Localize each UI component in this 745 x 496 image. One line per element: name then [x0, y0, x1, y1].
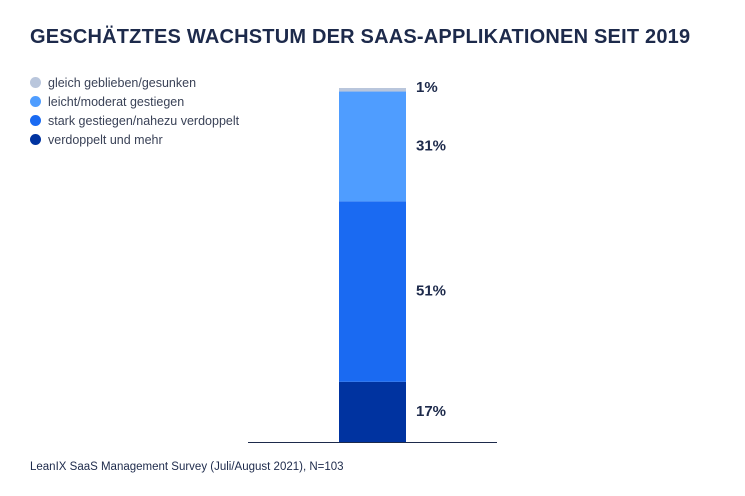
legend-label: stark gestiegen/nahezu verdoppelt [48, 113, 240, 128]
bar-segment [339, 201, 406, 382]
data-label: 31% [416, 137, 446, 154]
bar-segment [339, 91, 406, 202]
source-note: LeanIX SaaS Management Survey (Juli/Augu… [30, 461, 344, 473]
chart-title: GESCHÄTZTES WACHSTUM DER SAAS-APPLIKATIO… [30, 26, 691, 48]
bar-segment [339, 88, 406, 92]
legend-label: gleich geblieben/gesunken [48, 75, 197, 90]
legend-item: leicht/moderat gestiegen [30, 92, 239, 111]
legend-item: stark gestiegen/nahezu verdoppelt [30, 111, 239, 130]
data-label: 17% [416, 403, 446, 420]
legend-swatch [30, 134, 41, 145]
data-label: 1% [416, 79, 438, 96]
legend-swatch [30, 115, 41, 126]
legend-swatch [30, 96, 41, 107]
legend-label: leicht/moderat gestiegen [48, 94, 185, 109]
legend-swatch [30, 77, 41, 88]
bar-segment [339, 381, 406, 442]
data-label: 51% [416, 283, 446, 300]
legend: gleich geblieben/gesunken leicht/moderat… [30, 73, 239, 149]
legend-label: verdoppelt und mehr [48, 132, 163, 147]
legend-item: gleich geblieben/gesunken [30, 73, 239, 92]
legend-item: verdoppelt und mehr [30, 130, 239, 149]
